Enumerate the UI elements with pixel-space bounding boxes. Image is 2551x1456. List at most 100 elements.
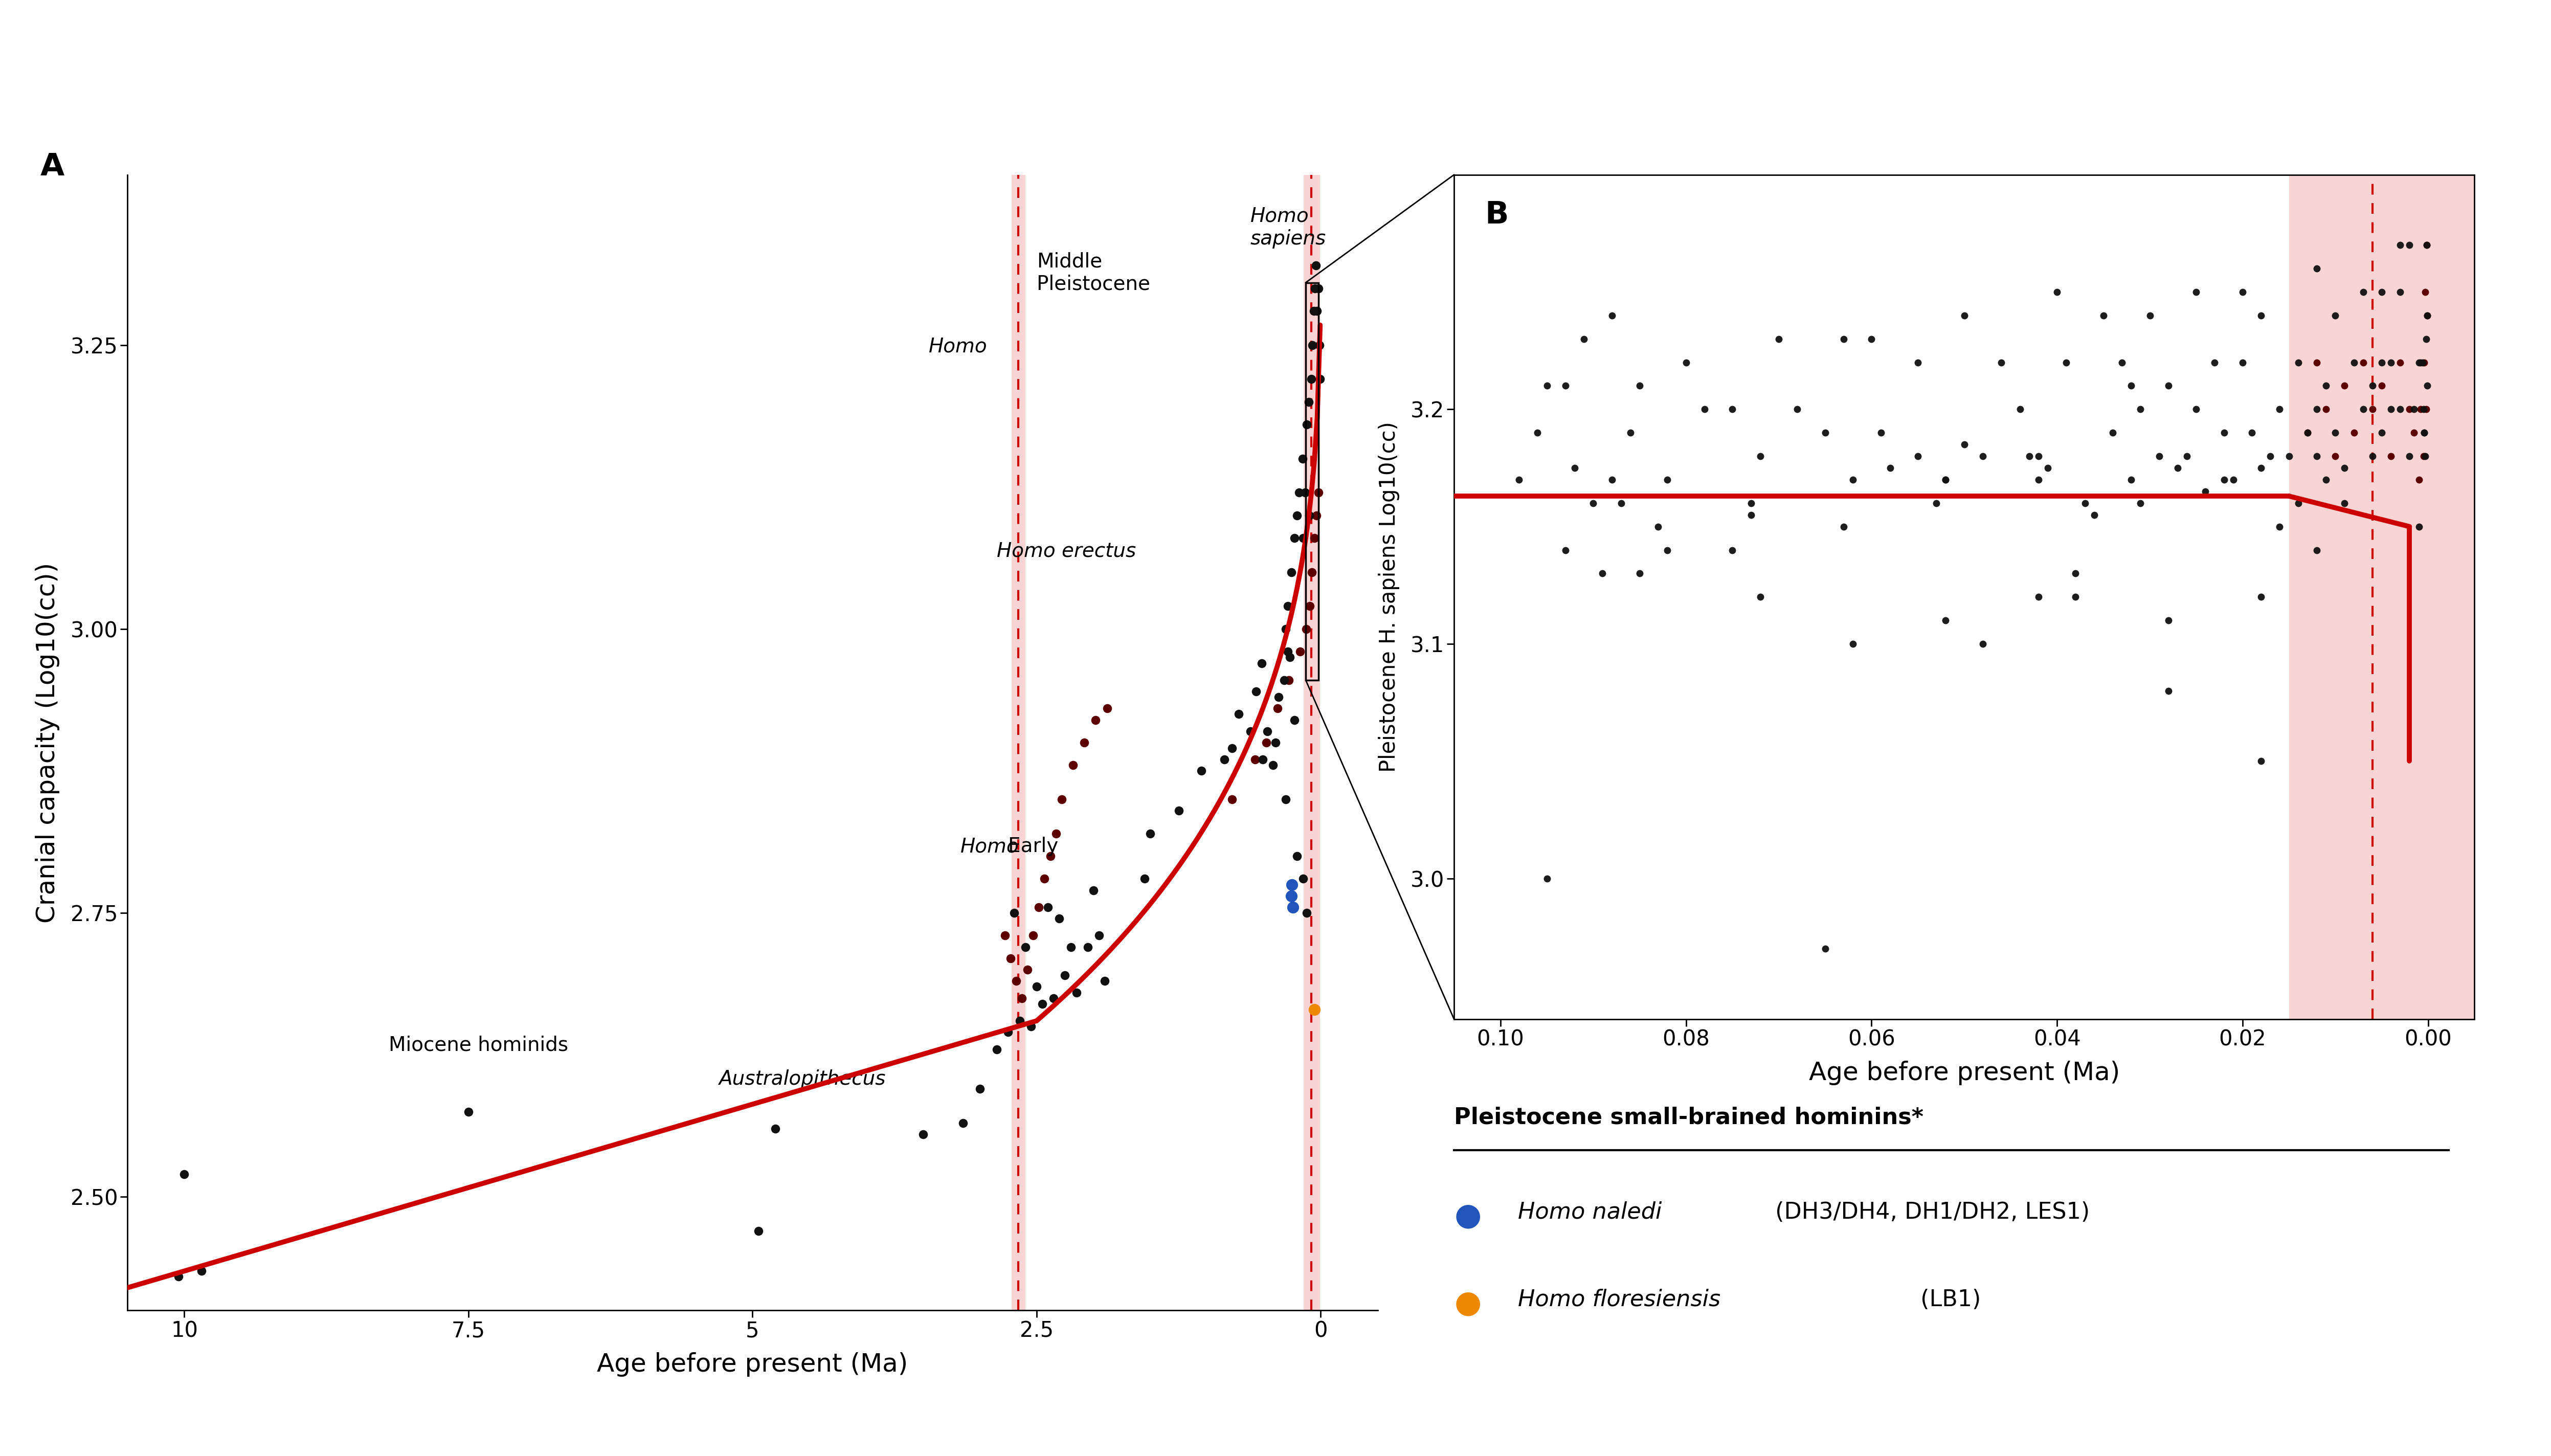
Point (1278, 480, 1319, 504)
Point (1582, 562, 1622, 585)
Point (1000, 1009, 1041, 1032)
Text: B: B (1485, 199, 1508, 230)
Point (941, 1111, 982, 1134)
Point (1666, 351, 1707, 374)
Point (2406, 444, 2446, 467)
Point (2268, 444, 2309, 467)
Point (1293, 333, 1334, 357)
Point (1926, 609, 1967, 632)
Point (2400, 351, 2441, 374)
Point (2398, 467, 2439, 491)
Point (2380, 281, 2421, 304)
Point (1286, 414, 1327, 437)
Point (985, 925, 1026, 948)
Point (1730, 492, 1770, 515)
Point (1546, 539, 1587, 562)
Point (1270, 646, 1311, 670)
Point (2362, 374, 2403, 397)
Text: Miocene hominids: Miocene hominids (388, 1035, 569, 1054)
Point (2342, 351, 2383, 374)
Text: (LB1): (LB1) (1913, 1289, 1982, 1310)
Point (2008, 444, 2048, 467)
Point (1077, 708, 1117, 731)
Point (2370, 351, 2411, 374)
Point (1258, 697, 1298, 721)
Text: Pleistocene small-brained hominins*: Pleistocene small-brained hominins* (1454, 1107, 1923, 1128)
Point (1283, 868, 1324, 891)
Point (977, 1038, 1018, 1061)
Point (2296, 397, 2337, 421)
X-axis label: Age before present (Ma): Age before present (Ma) (1809, 1061, 2120, 1086)
Point (2222, 281, 2263, 304)
Point (158, 1265, 199, 1289)
Point (1296, 504, 1337, 527)
Point (2018, 444, 2059, 467)
Point (1276, 844, 1316, 868)
Point (2352, 444, 2393, 467)
Point (2406, 304, 2446, 328)
Point (2390, 233, 2431, 256)
Point (2406, 304, 2446, 328)
Point (1008, 958, 1048, 981)
Point (2110, 374, 2150, 397)
Point (2334, 351, 2375, 374)
Point (1824, 328, 1865, 351)
Point (2334, 421, 2375, 444)
Point (1291, 561, 1332, 584)
Point (1281, 641, 1321, 664)
Point (2212, 467, 2253, 491)
Point (1497, 467, 1538, 491)
Point (903, 1123, 944, 1146)
Point (755, 1117, 796, 1140)
Point (1084, 970, 1125, 993)
Point (1546, 374, 1587, 397)
Point (1005, 935, 1046, 958)
Point (1219, 703, 1260, 727)
Point (1926, 467, 1967, 491)
Point (2393, 421, 2434, 444)
Point (2288, 421, 2329, 444)
Text: Homo: Homo (962, 837, 1018, 856)
Point (2176, 281, 2217, 304)
Point (2390, 397, 2431, 421)
Point (995, 970, 1036, 993)
Point (2408, 374, 2449, 397)
Point (1870, 456, 1911, 479)
Text: Homo
sapiens: Homo sapiens (1250, 207, 1327, 249)
Point (1554, 456, 1594, 479)
Point (2204, 467, 2245, 491)
Point (2403, 421, 2444, 444)
Point (1054, 754, 1094, 778)
Point (1056, 981, 1097, 1005)
Point (737, 1219, 778, 1242)
Point (1018, 895, 1059, 919)
Point (987, 1021, 1028, 1044)
Point (2176, 397, 2217, 421)
Point (2074, 504, 2115, 527)
Point (1258, 686, 1298, 709)
Point (1130, 821, 1171, 844)
Point (2296, 351, 2337, 374)
Point (1273, 895, 1314, 919)
Point (2406, 233, 2446, 256)
Point (2148, 374, 2189, 397)
Point (2018, 467, 2059, 491)
Point (1824, 515, 1865, 539)
Point (2406, 233, 2446, 256)
Point (1648, 467, 1689, 491)
Point (2204, 421, 2245, 444)
Text: A: A (41, 151, 64, 182)
Text: Early: Early (1008, 837, 1064, 856)
Point (2314, 304, 2355, 328)
Point (1648, 539, 1689, 562)
Point (2240, 304, 2281, 328)
Point (1298, 277, 1339, 300)
Point (1778, 397, 1819, 421)
Point (1298, 333, 1339, 357)
Point (1610, 421, 1650, 444)
Point (992, 901, 1033, 925)
Point (1245, 731, 1286, 754)
Point (1015, 976, 1056, 999)
Point (2398, 515, 2439, 539)
Point (2120, 397, 2161, 421)
